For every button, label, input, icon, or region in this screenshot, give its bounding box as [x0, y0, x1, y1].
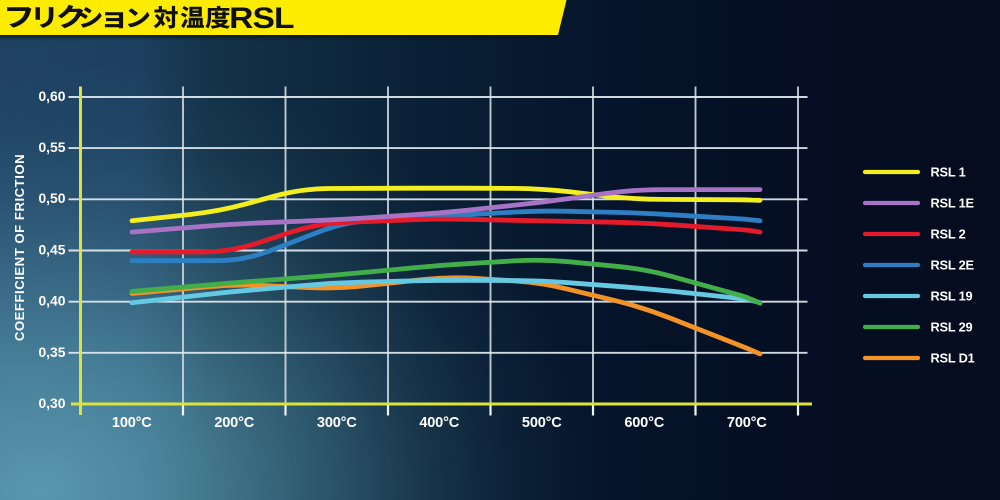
svg-text:200°C: 200°C — [214, 415, 254, 431]
svg-text:RSL 19: RSL 19 — [931, 288, 973, 303]
svg-text:0,40: 0,40 — [38, 293, 65, 309]
svg-text:RSL: RSL — [229, 1, 294, 35]
svg-text:RSL 2E: RSL 2E — [931, 257, 975, 272]
svg-text:COEFFICIENT OF FRICTION: COEFFICIENT OF FRICTION — [12, 154, 27, 341]
svg-text:RSL 29: RSL 29 — [931, 319, 973, 334]
svg-text:RSL 2: RSL 2 — [931, 226, 966, 241]
svg-text:0,55: 0,55 — [38, 139, 65, 155]
svg-text:700°C: 700°C — [727, 415, 767, 431]
svg-text:600°C: 600°C — [624, 415, 664, 431]
svg-text:0,30: 0,30 — [38, 395, 65, 411]
svg-text:RSL 1: RSL 1 — [931, 164, 966, 179]
svg-text:400°C: 400°C — [419, 415, 459, 431]
svg-text:300°C: 300°C — [317, 415, 357, 431]
svg-text:RSL 1E: RSL 1E — [931, 195, 975, 210]
svg-text:RSL D1: RSL D1 — [931, 350, 975, 365]
svg-text:0,35: 0,35 — [38, 344, 65, 360]
svg-text:0,50: 0,50 — [38, 190, 65, 206]
svg-text:100°C: 100°C — [112, 415, 152, 431]
svg-text:0,60: 0,60 — [38, 88, 65, 104]
svg-text:500°C: 500°C — [522, 415, 562, 431]
svg-text:0,45: 0,45 — [38, 241, 65, 257]
